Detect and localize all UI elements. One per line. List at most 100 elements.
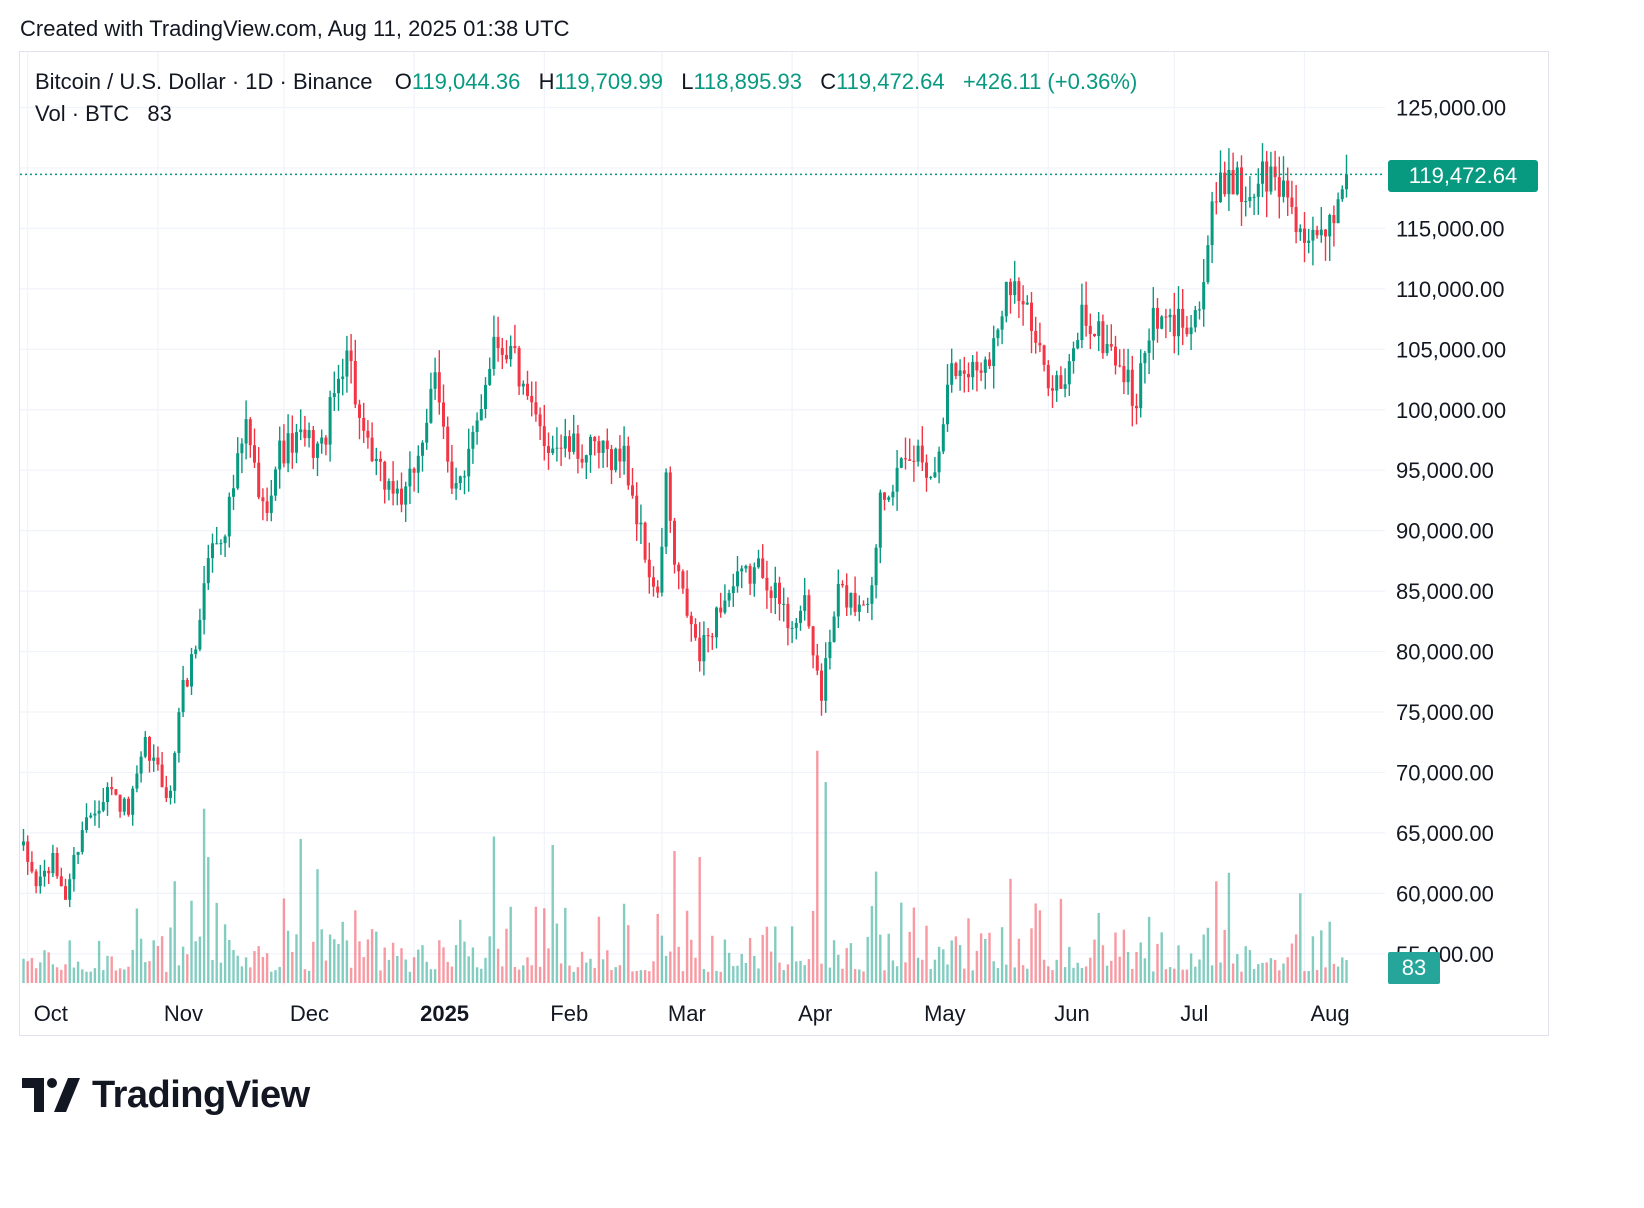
volume-bar [1269, 958, 1273, 983]
volume-bar [639, 970, 643, 983]
candle-body [257, 462, 261, 498]
volume-bar [501, 966, 504, 983]
candle-body [891, 491, 895, 498]
candle-body [22, 841, 25, 846]
volume-bar [358, 941, 361, 983]
volume-bar [1168, 967, 1172, 983]
candle-body [660, 546, 664, 593]
candle-body [1164, 316, 1168, 318]
volume-bar [223, 924, 227, 983]
candle-body [954, 363, 958, 376]
candle-body [673, 520, 676, 565]
volume-bar [488, 936, 491, 983]
volume-bar [765, 926, 769, 983]
candle-body [97, 810, 101, 814]
volume-bar [215, 902, 218, 983]
candle-body [1072, 348, 1075, 362]
volume-bar [1122, 929, 1126, 983]
volume-bar [1026, 968, 1029, 983]
candle-body [899, 458, 903, 468]
candle-body [131, 788, 135, 815]
volume-bar [1021, 965, 1025, 983]
volume-bar [303, 969, 307, 983]
candle-body [1319, 229, 1323, 236]
volume-bar [131, 949, 134, 983]
volume-bar [30, 957, 34, 983]
time-tick-label: Apr [798, 1001, 832, 1026]
volume-bar [559, 963, 563, 983]
volume-bar [404, 959, 407, 983]
price-tick-label: 70,000.00 [1396, 760, 1494, 785]
volume-bar [291, 951, 294, 983]
volume-bar [744, 962, 748, 983]
volume-bar [988, 932, 991, 983]
volume-bar [996, 968, 1000, 983]
candle-body [425, 422, 429, 443]
candle-body [1198, 309, 1201, 311]
volume-bar [643, 970, 647, 983]
volume-bar [349, 967, 353, 983]
candle-body [698, 637, 702, 662]
volume-bar [795, 961, 798, 983]
volume-bar [740, 953, 743, 983]
volume-bar [286, 930, 290, 983]
candle-body [320, 437, 324, 444]
candle-body [517, 348, 521, 387]
candle-body [240, 443, 244, 454]
tradingview-logo[interactable]: TradingView [22, 1072, 310, 1118]
volume-bar [249, 967, 252, 983]
candle-body [328, 397, 332, 445]
candle-body [408, 468, 412, 487]
candle-body [1202, 282, 1206, 310]
volume-bar [207, 857, 210, 983]
candle-body [236, 453, 240, 489]
candle-body [727, 593, 731, 601]
volume-bar [1055, 959, 1058, 983]
volume-bar [152, 940, 155, 983]
volume-bar [123, 969, 126, 983]
candle-body [765, 577, 769, 591]
volume-bar [635, 971, 638, 983]
volume-bar [1265, 962, 1268, 983]
volume-bar [652, 961, 655, 983]
volume-bar [236, 955, 239, 983]
volume-bar [597, 916, 601, 983]
candle-body [265, 501, 269, 514]
volume-bar [895, 966, 899, 983]
volume-bar [841, 968, 844, 983]
volume-bar [375, 931, 378, 983]
candle-body [101, 802, 105, 811]
volume-bar [1009, 878, 1012, 983]
candle-body [857, 604, 861, 612]
volume-bar [429, 969, 433, 983]
candle-body [946, 384, 949, 425]
candle-body [1135, 405, 1138, 409]
volume-bar [408, 971, 412, 983]
volume-bar [1135, 951, 1138, 983]
price-tick-label: 90,000.00 [1396, 519, 1494, 544]
candle-body [1345, 174, 1348, 190]
volume-bar [677, 946, 680, 983]
candle-body [1080, 304, 1084, 341]
candle-body [1261, 161, 1264, 184]
candle-body [1181, 308, 1185, 328]
candles [22, 143, 1348, 908]
volume-bar [1063, 967, 1067, 983]
candle-body [1231, 169, 1235, 195]
candle-body [1046, 364, 1050, 389]
candle-body [458, 476, 462, 484]
volume-bar [463, 941, 466, 983]
candle-body [1219, 172, 1222, 203]
candle-body [904, 458, 907, 460]
candle-body [1109, 343, 1113, 347]
volume-bar [870, 905, 874, 983]
volume-bar [383, 947, 386, 983]
candle-body [337, 378, 340, 394]
candle-body [979, 370, 983, 373]
candle-body [815, 655, 819, 671]
candle-body [752, 567, 756, 584]
candle-body [836, 584, 840, 617]
volume-bar [442, 947, 445, 983]
volume-bar [706, 971, 710, 983]
